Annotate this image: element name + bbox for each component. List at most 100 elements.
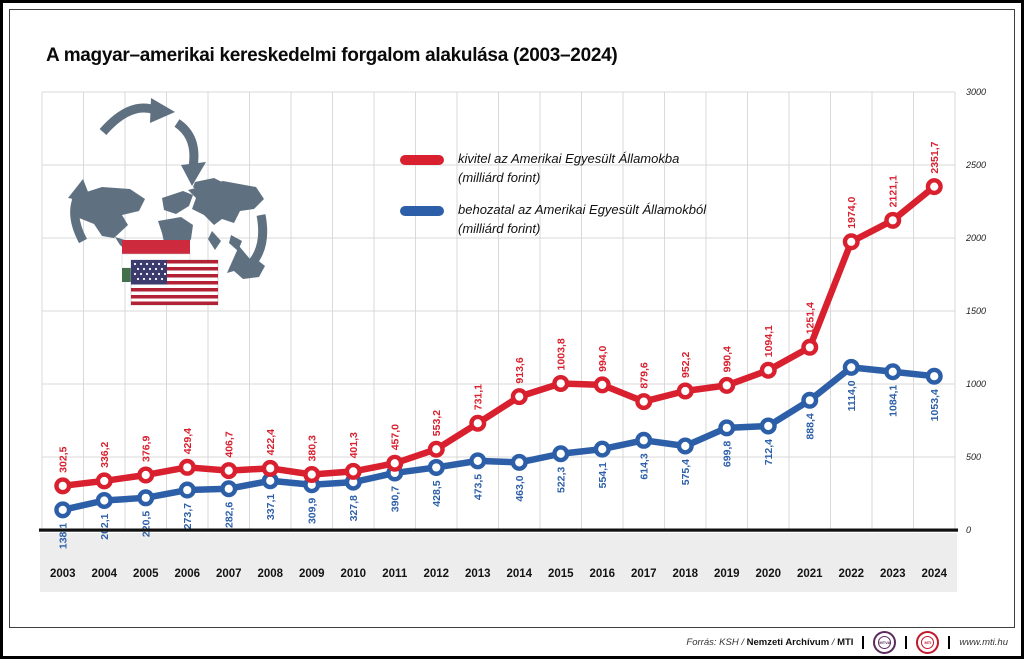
x-tick-label: 2008 bbox=[257, 568, 283, 580]
data-label-imports: 309,9 bbox=[306, 498, 318, 524]
x-tick-label: 2011 bbox=[382, 568, 408, 580]
data-label-exports: 731,1 bbox=[472, 384, 484, 410]
imports-data-point bbox=[801, 391, 819, 409]
exports-data-point bbox=[386, 454, 404, 472]
exports-series bbox=[54, 178, 943, 495]
imports-data-point bbox=[635, 431, 653, 449]
y-tick-label: 2500 bbox=[965, 160, 986, 170]
chart-title: A magyar–amerikai kereskedelmi forgalom … bbox=[46, 44, 618, 66]
mtva-logo: MTVA bbox=[873, 630, 897, 654]
imports-data-point bbox=[137, 489, 155, 507]
data-label-imports: 428,5 bbox=[431, 480, 443, 506]
data-label-exports: 994,0 bbox=[597, 345, 609, 371]
exports-data-point bbox=[178, 458, 196, 476]
data-label-exports: 990,4 bbox=[721, 346, 733, 372]
legend: kivitel az Amerikai Egyesült Államokba (… bbox=[400, 150, 706, 238]
data-label-imports: 1114,0 bbox=[846, 380, 858, 411]
legend-label-exports: kivitel az Amerikai Egyesült Államokba (… bbox=[458, 151, 680, 185]
data-label-exports: 913,6 bbox=[514, 357, 526, 383]
data-label-exports: 422,4 bbox=[265, 429, 277, 455]
cycle-arrow-top bbox=[99, 103, 157, 136]
x-tick-label: 2020 bbox=[755, 568, 781, 580]
x-tick-label: 2007 bbox=[216, 568, 242, 580]
exports-data-point bbox=[593, 376, 611, 394]
data-label-imports: 273,7 bbox=[182, 503, 194, 529]
data-label-imports: 712,4 bbox=[763, 439, 775, 465]
mti-logo: MTI bbox=[916, 630, 940, 654]
exports-data-point bbox=[344, 462, 362, 480]
x-tick-label: 2024 bbox=[921, 568, 947, 580]
y-tick-label: 3000 bbox=[966, 87, 986, 97]
exports-data-point bbox=[884, 211, 902, 229]
exports-line bbox=[59, 183, 938, 490]
x-tick-label: 2019 bbox=[714, 568, 740, 580]
data-label-imports: 1084,1 bbox=[887, 385, 899, 417]
imports-data-point bbox=[676, 437, 694, 455]
legend-item-exports: kivitel az Amerikai Egyesült Államokba (… bbox=[400, 150, 706, 188]
data-label-imports: 390,7 bbox=[389, 486, 401, 512]
data-label-exports: 879,6 bbox=[638, 362, 650, 388]
exports-data-point bbox=[552, 374, 570, 392]
stars bbox=[133, 262, 167, 281]
x-tick-label: 2012 bbox=[423, 568, 449, 580]
x-tick-label: 2023 bbox=[880, 568, 906, 580]
imports-data-point bbox=[510, 453, 528, 471]
imports-data-point bbox=[552, 445, 570, 463]
data-label-exports: 2121,1 bbox=[887, 175, 899, 207]
exports-data-point bbox=[510, 388, 528, 406]
data-label-exports: 1251,4 bbox=[804, 302, 816, 334]
data-label-imports: 463,0 bbox=[514, 475, 526, 501]
imports-data-point bbox=[54, 501, 72, 519]
x-tick-label: 2009 bbox=[299, 568, 325, 580]
data-label-exports: 952,2 bbox=[680, 352, 692, 378]
imports-data-point bbox=[469, 452, 487, 470]
imports-data-point bbox=[842, 358, 860, 376]
x-tick-label: 2003 bbox=[50, 568, 76, 580]
data-label-imports: 1053,4 bbox=[929, 389, 941, 421]
legend-item-imports: behozatal az Amerikai Egyesült Államokbó… bbox=[400, 201, 706, 239]
x-tick-label: 2018 bbox=[672, 568, 698, 580]
x-tick-label: 2022 bbox=[838, 568, 864, 580]
world-trade-graphic bbox=[68, 98, 268, 306]
exports-data-point bbox=[635, 393, 653, 411]
x-tick-label: 2017 bbox=[631, 568, 657, 580]
y-tick-label: 1500 bbox=[966, 306, 986, 316]
x-tick-label: 2014 bbox=[506, 568, 532, 580]
source-text: Forrás: KSH / Nemzeti Archívum / MTI bbox=[686, 636, 854, 648]
imports-series bbox=[54, 358, 943, 519]
exports-data-point bbox=[718, 376, 736, 394]
exports-data-point bbox=[759, 361, 777, 379]
cycle-arrow-right bbox=[174, 119, 199, 168]
data-label-imports: 473,5 bbox=[472, 474, 484, 500]
data-label-imports: 282,6 bbox=[223, 502, 235, 528]
exports-data-point bbox=[842, 233, 860, 251]
data-label-exports: 1003,8 bbox=[555, 338, 567, 370]
x-axis-band bbox=[40, 533, 957, 592]
imports-data-point bbox=[220, 480, 238, 498]
data-label-imports: 138,1 bbox=[57, 523, 69, 549]
arrow-heads bbox=[68, 98, 255, 273]
exports-data-point bbox=[676, 382, 694, 400]
footer-separator bbox=[862, 635, 865, 649]
data-label-exports: 302,5 bbox=[57, 446, 69, 472]
data-label-exports: 553,2 bbox=[431, 410, 443, 436]
x-tick-label: 2015 bbox=[548, 568, 574, 580]
footer: Forrás: KSH / Nemzeti Archívum / MTI MTV… bbox=[686, 630, 1008, 654]
usa-flag bbox=[130, 259, 219, 306]
data-label-imports: 554,1 bbox=[597, 462, 609, 488]
data-label-exports: 336,2 bbox=[99, 441, 111, 467]
x-tick-label: 2021 bbox=[797, 568, 823, 580]
footer-separator bbox=[905, 635, 908, 649]
x-tick-label: 2004 bbox=[91, 568, 117, 580]
legend-swatch-exports bbox=[400, 155, 444, 165]
data-label-imports: 202,1 bbox=[99, 513, 111, 539]
y-tick-label: 1000 bbox=[966, 379, 986, 389]
data-label-imports: 337,1 bbox=[265, 494, 277, 520]
imports-data-point bbox=[427, 458, 445, 476]
data-label-exports: 380,3 bbox=[306, 435, 318, 461]
data-label-exports: 2351,7 bbox=[929, 141, 941, 173]
exports-data-point bbox=[801, 338, 819, 356]
data-label-imports: 699,8 bbox=[721, 441, 733, 467]
imports-data-point bbox=[884, 363, 902, 381]
